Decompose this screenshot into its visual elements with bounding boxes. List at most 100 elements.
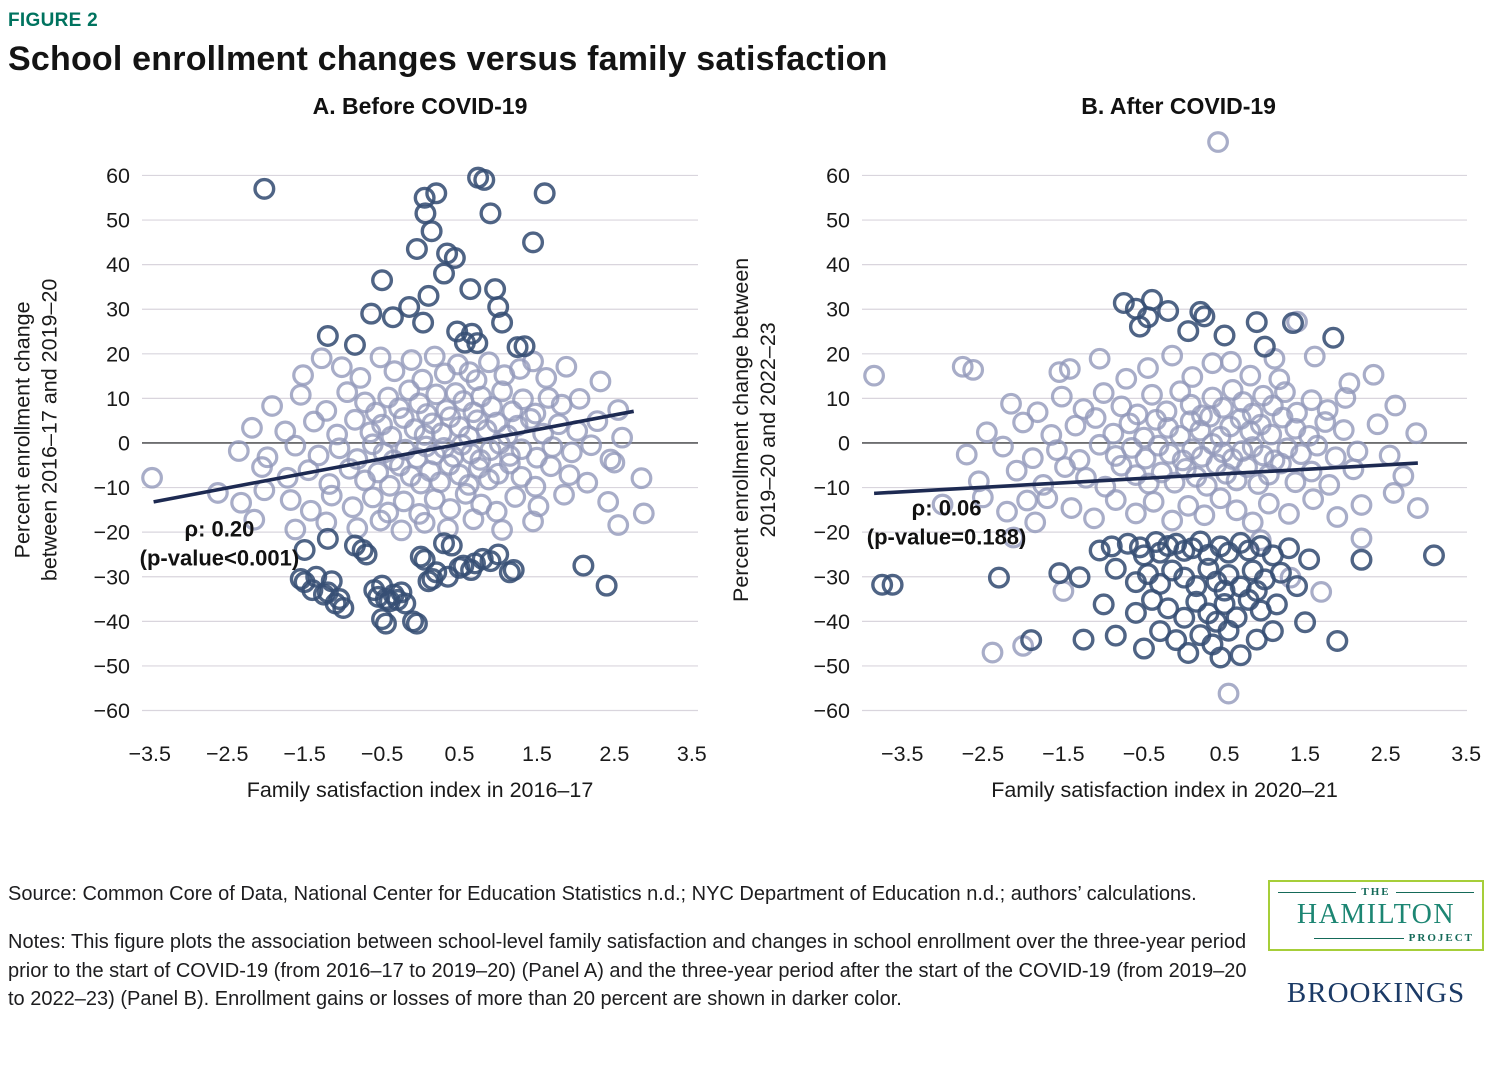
data-point-light: [1169, 380, 1192, 403]
data-point-dark: [988, 566, 1011, 589]
trend-line: [874, 461, 1419, 496]
data-point-light: [1125, 502, 1147, 525]
data-point-light: [522, 510, 544, 533]
data-point-dark: [413, 186, 436, 209]
data-point-light: [1060, 497, 1083, 519]
data-point-light: [1102, 422, 1125, 445]
data-point-light: [454, 482, 477, 505]
data-point-dark: [398, 295, 421, 318]
data-point-light: [383, 360, 406, 383]
data-point-light: [1318, 473, 1341, 496]
data-point-light: [284, 518, 307, 541]
data-point-light: [1221, 379, 1244, 401]
data-point-dark: [371, 269, 394, 292]
data-point-light: [1326, 506, 1349, 528]
data-point-light: [1075, 466, 1097, 489]
data-point-light: [315, 511, 338, 534]
footer: Source: Common Core of Data, National Ce…: [8, 880, 1496, 1014]
data-point-light: [576, 471, 599, 494]
x-tick-label: −1.5: [1042, 742, 1084, 766]
data-point-dark: [343, 333, 366, 356]
data-point-dark: [453, 331, 476, 354]
data-point-dark: [425, 182, 448, 205]
data-point-light: [230, 491, 253, 514]
y-tick-label: 20: [106, 342, 130, 366]
data-point-light: [1225, 469, 1248, 492]
logo-rule: [1395, 891, 1475, 893]
data-point-dark: [1020, 629, 1043, 652]
data-point-light: [1052, 580, 1075, 602]
x-axis-title: Family satisfaction index in 2020–21: [991, 778, 1338, 802]
data-point-dark: [1266, 593, 1289, 616]
data-point-light: [299, 499, 322, 522]
data-point-light: [1134, 447, 1157, 470]
data-point-light: [1083, 507, 1106, 530]
data-point-light: [1236, 456, 1259, 478]
data-point-light: [227, 440, 250, 462]
data-point-light: [1016, 489, 1039, 512]
data-point-light: [504, 486, 527, 508]
y-tick-label: 0: [118, 431, 130, 455]
y-tick-label: −60: [94, 699, 131, 723]
data-point-light: [478, 351, 500, 374]
y-tick-label: −40: [94, 610, 131, 634]
data-point-dark: [1112, 291, 1135, 314]
data-point-dark: [1294, 611, 1317, 634]
data-point-light: [354, 391, 376, 414]
y-tick-label: 50: [826, 209, 850, 233]
y-tick-label: −30: [814, 565, 851, 589]
data-point-light: [558, 464, 581, 486]
data-point-light: [411, 368, 434, 391]
data-point-light: [1300, 460, 1323, 483]
data-point-dark: [343, 534, 366, 557]
data-point-light: [1161, 344, 1184, 367]
data-point-light: [1241, 511, 1264, 534]
data-point-light: [632, 502, 655, 525]
data-point-dark: [1217, 563, 1240, 586]
data-point-light: [1191, 404, 1214, 427]
data-point-light: [1046, 439, 1068, 462]
data-point-dark: [1072, 628, 1095, 651]
data-point-light: [1220, 350, 1243, 373]
scatter-plot-after-covid: 60 50 40 30 20 10 0 −10 −20 −30 −40 −50 −60 −3.5 −2.5 −…: [784, 130, 1484, 811]
data-point-light: [996, 500, 1019, 523]
data-point-light: [491, 380, 513, 403]
panels-row: A. Before COVID-19 Percent enrollment ch…: [8, 93, 1499, 811]
data-point-light: [1405, 422, 1428, 445]
data-point-light: [1115, 367, 1138, 390]
data-point-dark: [1048, 562, 1071, 585]
y-tick-label: 10: [826, 387, 850, 411]
data-point-light: [1303, 345, 1326, 368]
data-point-light: [599, 448, 622, 471]
data-point-dark: [502, 559, 525, 582]
data-point-light: [261, 395, 283, 417]
x-tick-label: −0.5: [361, 742, 403, 766]
data-point-light: [1268, 368, 1291, 391]
y-tick-label: 30: [826, 298, 850, 322]
data-point-dark: [1326, 629, 1349, 652]
data-point-dark: [1423, 544, 1446, 567]
data-point-dark: [405, 612, 428, 635]
correlation-rho-label: ρ: 0.06: [912, 496, 982, 521]
data-point-dark: [1157, 597, 1180, 620]
data-point-light: [341, 496, 364, 519]
data-point-light: [320, 484, 343, 507]
y-tick-label: −50: [814, 654, 851, 678]
data-point-dark: [425, 561, 448, 584]
data-point-light: [1121, 436, 1143, 459]
data-point-dark: [1165, 629, 1188, 652]
data-point-dark: [1100, 535, 1123, 558]
panel-b-ylabel-line1: Percent enrollment change between: [729, 257, 754, 603]
data-point-dark: [1104, 557, 1127, 580]
x-tick-label: 1.5: [522, 742, 552, 766]
data-point-light: [1239, 364, 1262, 387]
y-tick-label: −50: [94, 654, 131, 678]
data-point-light: [1350, 494, 1373, 516]
data-point-light: [1362, 363, 1385, 386]
y-tick-label: 50: [106, 209, 130, 233]
data-point-dark: [1245, 311, 1268, 334]
data-point-dark: [491, 311, 514, 334]
data-point-light: [1092, 382, 1115, 404]
data-point-light: [524, 402, 547, 425]
data-point-light: [1161, 509, 1184, 532]
